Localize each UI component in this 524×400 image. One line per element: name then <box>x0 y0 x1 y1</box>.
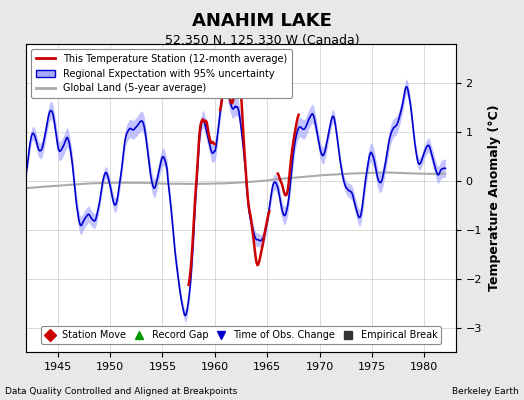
Y-axis label: Temperature Anomaly (°C): Temperature Anomaly (°C) <box>488 105 500 291</box>
Text: Berkeley Earth: Berkeley Earth <box>452 387 519 396</box>
Text: Data Quality Controlled and Aligned at Breakpoints: Data Quality Controlled and Aligned at B… <box>5 387 237 396</box>
Text: ANAHIM LAKE: ANAHIM LAKE <box>192 12 332 30</box>
Legend: Station Move, Record Gap, Time of Obs. Change, Empirical Break: Station Move, Record Gap, Time of Obs. C… <box>41 326 441 344</box>
Text: 52.350 N, 125.330 W (Canada): 52.350 N, 125.330 W (Canada) <box>165 34 359 47</box>
